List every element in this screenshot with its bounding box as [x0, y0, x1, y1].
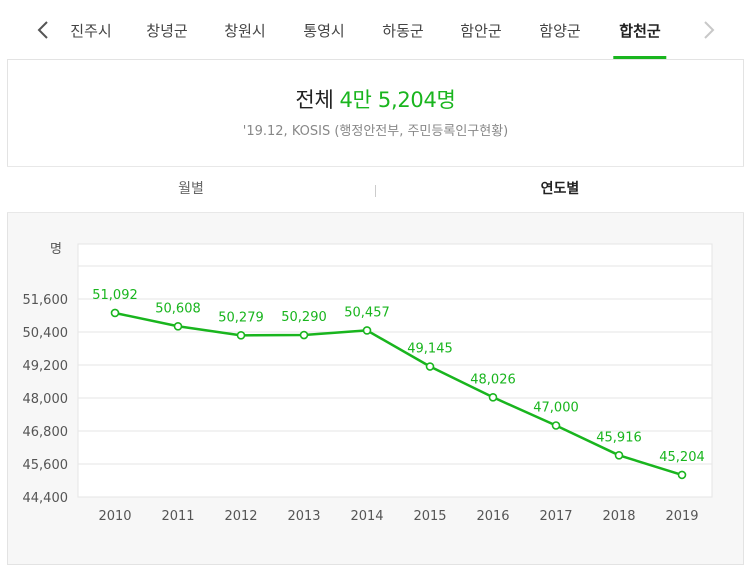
x-tick-label: 2018 [602, 509, 635, 524]
y-tick-label: 44,400 [23, 491, 69, 506]
summary-value: 4만 5,204명 [339, 88, 456, 112]
data-label: 47,000 [533, 401, 579, 416]
tab-haman[interactable]: 함안군 [460, 22, 502, 40]
data-point [173, 321, 183, 331]
data-point [236, 331, 246, 340]
x-tick-label: 2016 [476, 509, 509, 524]
series-line [114, 311, 683, 477]
period-tabs: 월별 연도별 [7, 166, 744, 213]
y-tick-label: 45,600 [23, 458, 69, 473]
y-tick-label: 48,000 [23, 392, 69, 407]
data-label: 45,204 [659, 450, 705, 465]
region-tab-strip: 진주시 창녕군 창원시 통영시 하동군 함안군 함양군 합천군 [7, 0, 744, 60]
x-tick-label: 2015 [413, 509, 446, 524]
data-point [614, 451, 624, 460]
data-label: 50,608 [155, 301, 201, 316]
y-tick-label: 49,200 [23, 359, 69, 374]
x-tick-label: 2010 [98, 509, 131, 524]
y-axis-unit: 명 [50, 242, 62, 257]
y-tick-label: 50,400 [23, 326, 69, 341]
data-label: 51,092 [92, 288, 138, 303]
y-tick-label: 46,800 [23, 425, 69, 440]
data-point [677, 470, 687, 480]
tab-hapcheon[interactable]: 합천군 [613, 0, 668, 60]
x-tick-label: 2017 [539, 509, 572, 524]
tab-divider [375, 185, 376, 197]
x-tick-label: 2012 [224, 509, 257, 524]
data-label: 50,457 [344, 305, 390, 320]
chevron-left-icon[interactable] [31, 18, 55, 42]
y-tick-label: 51,600 [23, 293, 69, 308]
data-label: 48,026 [470, 372, 516, 387]
data-point [425, 362, 435, 371]
plot-area [77, 243, 713, 498]
tab-hadong[interactable]: 하동군 [382, 22, 424, 40]
tab-changwon[interactable]: 창원시 [224, 22, 266, 40]
data-source: '19.12, KOSIS (행정안전부, 주민등록인구현황) [242, 124, 509, 139]
tab-jinju[interactable]: 진주시 [70, 22, 112, 40]
data-label: 49,145 [407, 342, 453, 357]
population-summary: 전체 4만 5,204명 [7, 84, 744, 114]
data-point [551, 421, 561, 430]
x-tick-label: 2011 [161, 509, 194, 524]
chevron-right-icon[interactable] [697, 18, 721, 42]
data-point [362, 326, 372, 335]
data-point [299, 330, 309, 340]
x-tick-label: 2019 [665, 509, 698, 524]
tab-hamyang[interactable]: 함양군 [539, 22, 581, 40]
tab-monthly[interactable]: 월별 [178, 181, 204, 197]
data-point [110, 308, 120, 318]
x-tick-label: 2013 [287, 509, 320, 524]
summary-label: 전체 [295, 88, 334, 112]
data-label: 50,290 [281, 310, 327, 325]
data-point [488, 392, 498, 402]
tab-yearly[interactable]: 연도별 [540, 181, 580, 197]
tab-changnyeong[interactable]: 창녕군 [146, 22, 188, 40]
data-label: 45,916 [596, 430, 642, 445]
data-label: 50,279 [218, 310, 264, 325]
x-tick-label: 2014 [350, 509, 383, 524]
tab-tongyeong[interactable]: 통영시 [303, 22, 345, 40]
